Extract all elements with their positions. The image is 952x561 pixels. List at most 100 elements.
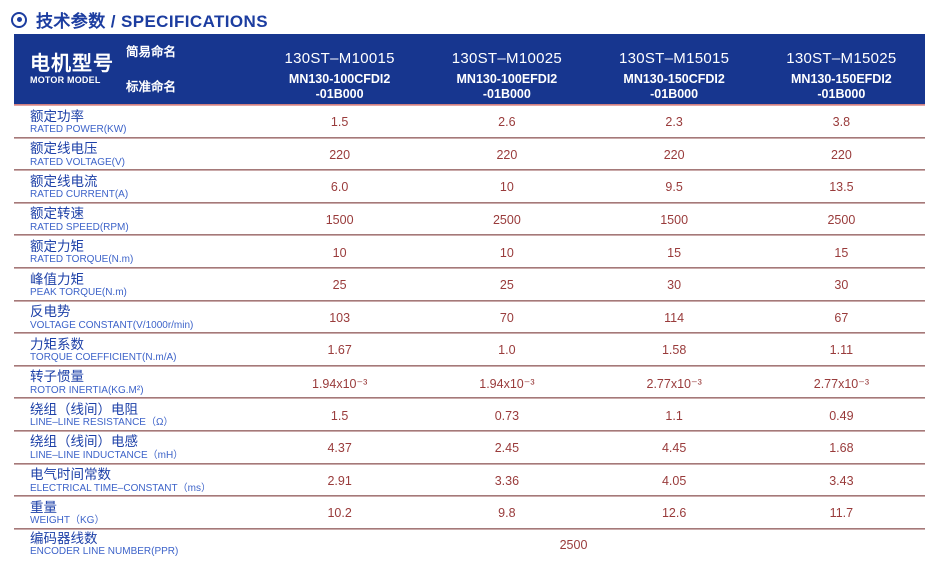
page-title: 技术参数 / SPECIFICATIONS bbox=[36, 12, 268, 31]
table-row-rated-speed: 额定转速 RATED SPEED(RPM) 1500 2500 1500 250… bbox=[14, 204, 925, 237]
table-row-rated-current: 额定线电流 RATED CURRENT(A) 6.0 10 9.5 13.5 bbox=[14, 171, 925, 204]
spec-value: 1.94x10⁻³ bbox=[479, 376, 535, 391]
spec-value: 2.6 bbox=[498, 115, 516, 130]
row-label: 反电势 VOLTAGE CONSTANT(V/1000r/min) bbox=[14, 304, 256, 332]
row-label: 额定线电流 RATED CURRENT(A) bbox=[14, 174, 256, 202]
spec-value: 220 bbox=[496, 147, 518, 162]
table-header: 电机型号 MOTOR MODEL 简易命名 标准命名 130ST–M10015 … bbox=[14, 34, 925, 104]
spec-value: 1.94x10⁻³ bbox=[312, 376, 368, 391]
model-standard-name: MN130-100CFDI2 -01B000 bbox=[256, 69, 423, 104]
model-standard-line2: -01B000 bbox=[315, 86, 364, 101]
row-label-en: RATED POWER(KW) bbox=[30, 124, 127, 136]
model-standard-name: MN130-100EFDI2 -01B000 bbox=[423, 69, 590, 104]
row-label-en: LINE–LINE INDUCTANCE（mH） bbox=[30, 449, 184, 461]
header-label-area: 电机型号 MOTOR MODEL 简易命名 标准命名 bbox=[14, 34, 256, 104]
row-label: 额定力矩 RATED TORQUE(N.m) bbox=[14, 239, 256, 267]
spec-value: 12.6 bbox=[661, 506, 687, 521]
spec-value: 15 bbox=[667, 245, 682, 260]
spec-value: 2500 bbox=[492, 213, 521, 228]
spec-value: 25 bbox=[332, 278, 347, 293]
spec-value: 1.1 bbox=[665, 408, 683, 423]
spec-value: 2.45 bbox=[494, 441, 520, 456]
row-label: 额定线电压 RATED VOLTAGE(V) bbox=[14, 141, 256, 169]
row-label-cn: 电气时间常数 bbox=[30, 467, 111, 483]
table-row-electrical-time-constant: 电气时间常数 ELECTRICAL TIME–CONSTANT（ms） 2.91… bbox=[14, 465, 925, 498]
row-label: 编码器线数 ENCODER LINE NUMBER(PPR) bbox=[14, 531, 256, 559]
row-label-en: TORQUE COEFFICIENT(N.m/A) bbox=[30, 352, 177, 364]
spec-value: 220 bbox=[663, 147, 685, 162]
row-label: 转子惯量 ROTOR INERTIA(KG.M²) bbox=[14, 369, 256, 397]
model-column-1: 130ST–M10015 MN130-100CFDI2 -01B000 bbox=[256, 34, 423, 104]
row-label: 重量 WEIGHT（KG） bbox=[14, 500, 256, 528]
simple-name-label: 简易命名 bbox=[126, 45, 177, 59]
model-simple-name: 130ST–M15015 bbox=[618, 50, 730, 67]
model-column-4: 130ST–M15025 MN130-150EFDI2 -01B000 bbox=[758, 34, 925, 104]
spec-value: 1.67 bbox=[327, 343, 352, 358]
row-label: 绕组（线间）电阻 LINE–LINE RESISTANCE（Ω） bbox=[14, 402, 256, 430]
row-label-en: ENCODER LINE NUMBER(PPR) bbox=[30, 546, 179, 558]
spec-value: 220 bbox=[830, 147, 852, 162]
table-row-voltage-constant: 反电势 VOLTAGE CONSTANT(V/1000r/min) 103 70… bbox=[14, 302, 925, 335]
spec-value: 1.5 bbox=[330, 115, 349, 130]
row-label-en: PEAK TORQUE(N.m) bbox=[30, 287, 127, 299]
row-label-cn: 额定线电流 bbox=[30, 173, 98, 189]
row-label-cn: 力矩系数 bbox=[30, 336, 84, 352]
spec-value: 10 bbox=[332, 245, 347, 260]
row-label-cn: 峰值力矩 bbox=[30, 271, 84, 287]
specifications-table: 电机型号 MOTOR MODEL 简易命名 标准命名 130ST–M10015 … bbox=[14, 34, 925, 560]
row-label-en: RATED SPEED(RPM) bbox=[30, 221, 129, 233]
row-label-cn: 额定力矩 bbox=[30, 238, 84, 254]
row-label-cn: 额定功率 bbox=[30, 108, 84, 124]
spec-value-spanned: 2500 bbox=[559, 537, 588, 552]
spec-value: 3.8 bbox=[832, 115, 851, 130]
table-row-rotor-inertia: 转子惯量 ROTOR INERTIA(KG.M²) 1.94x10⁻³ 1.94… bbox=[14, 367, 925, 400]
spec-value: 3.43 bbox=[829, 473, 854, 488]
row-label: 额定转速 RATED SPEED(RPM) bbox=[14, 206, 256, 234]
spec-value: 25 bbox=[499, 278, 514, 293]
spec-value: 2500 bbox=[827, 213, 856, 228]
model-standard-name: MN130-150EFDI2 -01B000 bbox=[758, 69, 925, 104]
spec-value: 30 bbox=[834, 278, 849, 293]
spec-value: 0.73 bbox=[494, 408, 520, 423]
motor-model-block: 电机型号 MOTOR MODEL bbox=[30, 34, 120, 104]
spec-value: 0.49 bbox=[829, 408, 854, 423]
spec-value: 13.5 bbox=[829, 180, 854, 195]
table-row-weight: 重量 WEIGHT（KG） 10.2 9.8 12.6 11.7 bbox=[14, 497, 925, 530]
row-label-en: ROTOR INERTIA(KG.M²) bbox=[30, 384, 144, 396]
model-simple-name: 130ST–M10025 bbox=[451, 50, 563, 67]
row-label-cn: 额定线电压 bbox=[30, 141, 98, 157]
spec-value: 10 bbox=[499, 245, 514, 260]
table-row-rated-voltage: 额定线电压 RATED VOLTAGE(V) 220 220 220 220 bbox=[14, 139, 925, 172]
row-label-cn: 绕组（线间）电感 bbox=[30, 434, 138, 450]
table-row-torque-coefficient: 力矩系数 TORQUE COEFFICIENT(N.m/A) 1.67 1.0 … bbox=[14, 334, 925, 367]
spec-value: 10.2 bbox=[327, 506, 352, 521]
spec-value: 11.7 bbox=[829, 506, 854, 521]
row-label-en: LINE–LINE RESISTANCE（Ω） bbox=[30, 417, 174, 429]
spec-value: 1500 bbox=[325, 213, 354, 228]
model-simple-name: 130ST–M15025 bbox=[786, 50, 897, 67]
table-row-line-resistance: 绕组（线间）电阻 LINE–LINE RESISTANCE（Ω） 1.5 0.7… bbox=[14, 399, 925, 432]
spec-value: 220 bbox=[329, 147, 351, 162]
table-row-encoder-lines: 编码器线数 ENCODER LINE NUMBER(PPR) 2500 bbox=[14, 530, 925, 560]
model-standard-line2: -01B000 bbox=[482, 86, 531, 101]
model-standard-line1: MN130-100CFDI2 bbox=[288, 71, 391, 86]
spec-value: 1.68 bbox=[829, 441, 854, 456]
row-label-en: RATED TORQUE(N.m) bbox=[30, 254, 134, 266]
standard-name-label: 标准命名 bbox=[126, 80, 177, 94]
model-standard-line1: MN130-150CFDI2 bbox=[623, 71, 725, 86]
spec-value: 6.0 bbox=[330, 180, 349, 195]
spec-value: 1.58 bbox=[661, 343, 687, 358]
spec-value: 2.77x10⁻³ bbox=[813, 376, 869, 391]
row-label: 绕组（线间）电感 LINE–LINE INDUCTANCE（mH） bbox=[14, 434, 256, 462]
spec-value: 1500 bbox=[660, 213, 689, 228]
model-standard-line2: -01B000 bbox=[817, 86, 866, 101]
row-label-cn: 反电势 bbox=[30, 304, 71, 320]
spec-value: 2.91 bbox=[327, 473, 352, 488]
row-label-cn: 绕组（线间）电阻 bbox=[30, 401, 138, 417]
naming-labels: 简易命名 标准命名 bbox=[120, 34, 256, 104]
motor-model-en: MOTOR MODEL bbox=[30, 75, 101, 85]
row-label: 峰值力矩 PEAK TORQUE(N.m) bbox=[14, 272, 256, 300]
spec-value: 10 bbox=[499, 180, 514, 195]
circle-dot-icon bbox=[11, 11, 27, 28]
